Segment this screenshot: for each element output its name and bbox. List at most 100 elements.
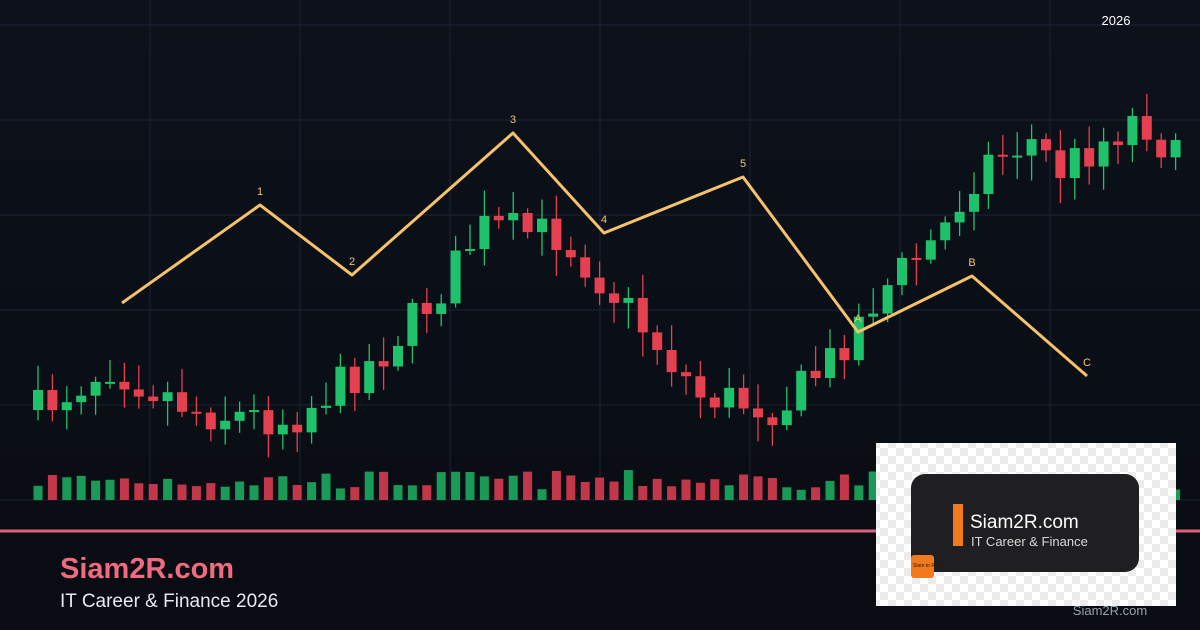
candle-body xyxy=(90,381,101,396)
candle-body xyxy=(162,392,173,402)
volume-bar xyxy=(609,481,619,500)
volume-bar xyxy=(292,484,302,500)
volume-bar xyxy=(379,471,389,500)
candle-body xyxy=(724,387,735,408)
wave-label: A xyxy=(854,313,862,325)
candle-body xyxy=(450,250,461,304)
candle-body xyxy=(868,313,879,317)
volume-bar xyxy=(134,483,144,500)
candle-body xyxy=(1055,150,1066,179)
candle-body xyxy=(781,410,792,426)
candle-body xyxy=(191,411,202,414)
volume-bar xyxy=(566,475,576,500)
volume-bar xyxy=(724,485,734,500)
volume-bar xyxy=(206,483,216,500)
logo-badge xyxy=(911,555,934,578)
candle-body xyxy=(753,408,763,418)
volume-bar xyxy=(580,481,590,500)
candle-body xyxy=(493,215,504,221)
candle-body xyxy=(853,316,864,361)
volume-bar xyxy=(811,487,821,500)
candle-body xyxy=(148,396,159,402)
candle-body xyxy=(1170,140,1181,158)
candle-body xyxy=(767,417,778,426)
candle-body xyxy=(925,240,936,260)
watermark: Siam2R.com xyxy=(1073,603,1147,618)
candle-body xyxy=(681,372,691,377)
volume-bar xyxy=(638,486,648,500)
candle-body xyxy=(436,303,447,314)
volume-bar xyxy=(278,476,288,500)
candle-body xyxy=(623,297,634,303)
candle-body xyxy=(609,293,619,303)
candle-body xyxy=(1127,116,1138,146)
volume-bar xyxy=(307,482,317,500)
candle-body xyxy=(652,332,663,350)
candle-body xyxy=(177,392,187,412)
logo-badge-text: Siam to Rich xyxy=(913,563,942,569)
candle-body xyxy=(364,361,375,394)
brand: Siam2R.com xyxy=(60,553,234,585)
volume-bar xyxy=(119,478,129,500)
candle-body xyxy=(839,348,850,361)
candle-body xyxy=(522,212,533,233)
candle-body xyxy=(220,420,231,430)
candle-body xyxy=(810,370,821,379)
candle-body xyxy=(1156,139,1167,158)
volume-bar xyxy=(739,474,749,500)
logo-card xyxy=(911,474,1139,572)
candle-body xyxy=(1141,116,1152,140)
candle-body xyxy=(983,154,994,194)
wave-label: 5 xyxy=(740,158,746,170)
grid xyxy=(0,0,1200,501)
candle-body xyxy=(133,389,144,397)
candle-body xyxy=(796,370,807,411)
candle-body xyxy=(277,424,288,435)
candle-body xyxy=(76,395,87,403)
volume-bar xyxy=(364,471,374,500)
wave-label: C xyxy=(1083,357,1091,369)
volume-bar xyxy=(263,477,273,500)
candle-body xyxy=(205,412,216,430)
volume-bar xyxy=(652,478,662,500)
candle-body xyxy=(47,390,58,411)
volume-bar xyxy=(465,471,475,500)
candle-body xyxy=(954,211,965,223)
candle-body xyxy=(666,349,677,373)
wave-label: 4 xyxy=(601,214,607,226)
candle-body xyxy=(709,397,720,408)
volume-bar xyxy=(839,474,849,500)
candle-body xyxy=(1041,139,1051,151)
candle-body xyxy=(594,277,605,294)
volume-bar xyxy=(623,470,633,500)
candle-body xyxy=(1113,141,1123,146)
candle-body xyxy=(465,248,475,251)
candle-body xyxy=(249,410,259,413)
volume-bar xyxy=(191,486,201,500)
wave-label: 1 xyxy=(257,186,263,198)
volume-bar xyxy=(249,485,259,500)
candle-body xyxy=(969,193,979,212)
volume-bar xyxy=(105,479,115,500)
candle-body xyxy=(378,361,389,367)
volume-bar xyxy=(451,471,461,500)
volume-bar xyxy=(551,470,561,500)
volume-bar xyxy=(436,472,446,500)
volume-bar xyxy=(667,486,677,500)
volume-bar xyxy=(91,480,101,500)
candle-body xyxy=(1084,148,1095,167)
volume-bar xyxy=(47,474,57,500)
volume-bar xyxy=(235,481,245,500)
candle-body xyxy=(33,390,43,410)
volume-bar xyxy=(595,477,605,500)
candle-body xyxy=(61,402,72,411)
volume-bar xyxy=(33,485,43,500)
candle-body xyxy=(292,424,303,433)
candle-body xyxy=(263,410,274,435)
volume-bar xyxy=(177,484,187,500)
wave-labels: 1 2 3 4 5 A B C xyxy=(257,114,1091,369)
candle-body xyxy=(882,285,893,314)
candle-body xyxy=(234,411,245,421)
candle-body xyxy=(306,407,317,433)
volume-bar xyxy=(407,485,417,500)
